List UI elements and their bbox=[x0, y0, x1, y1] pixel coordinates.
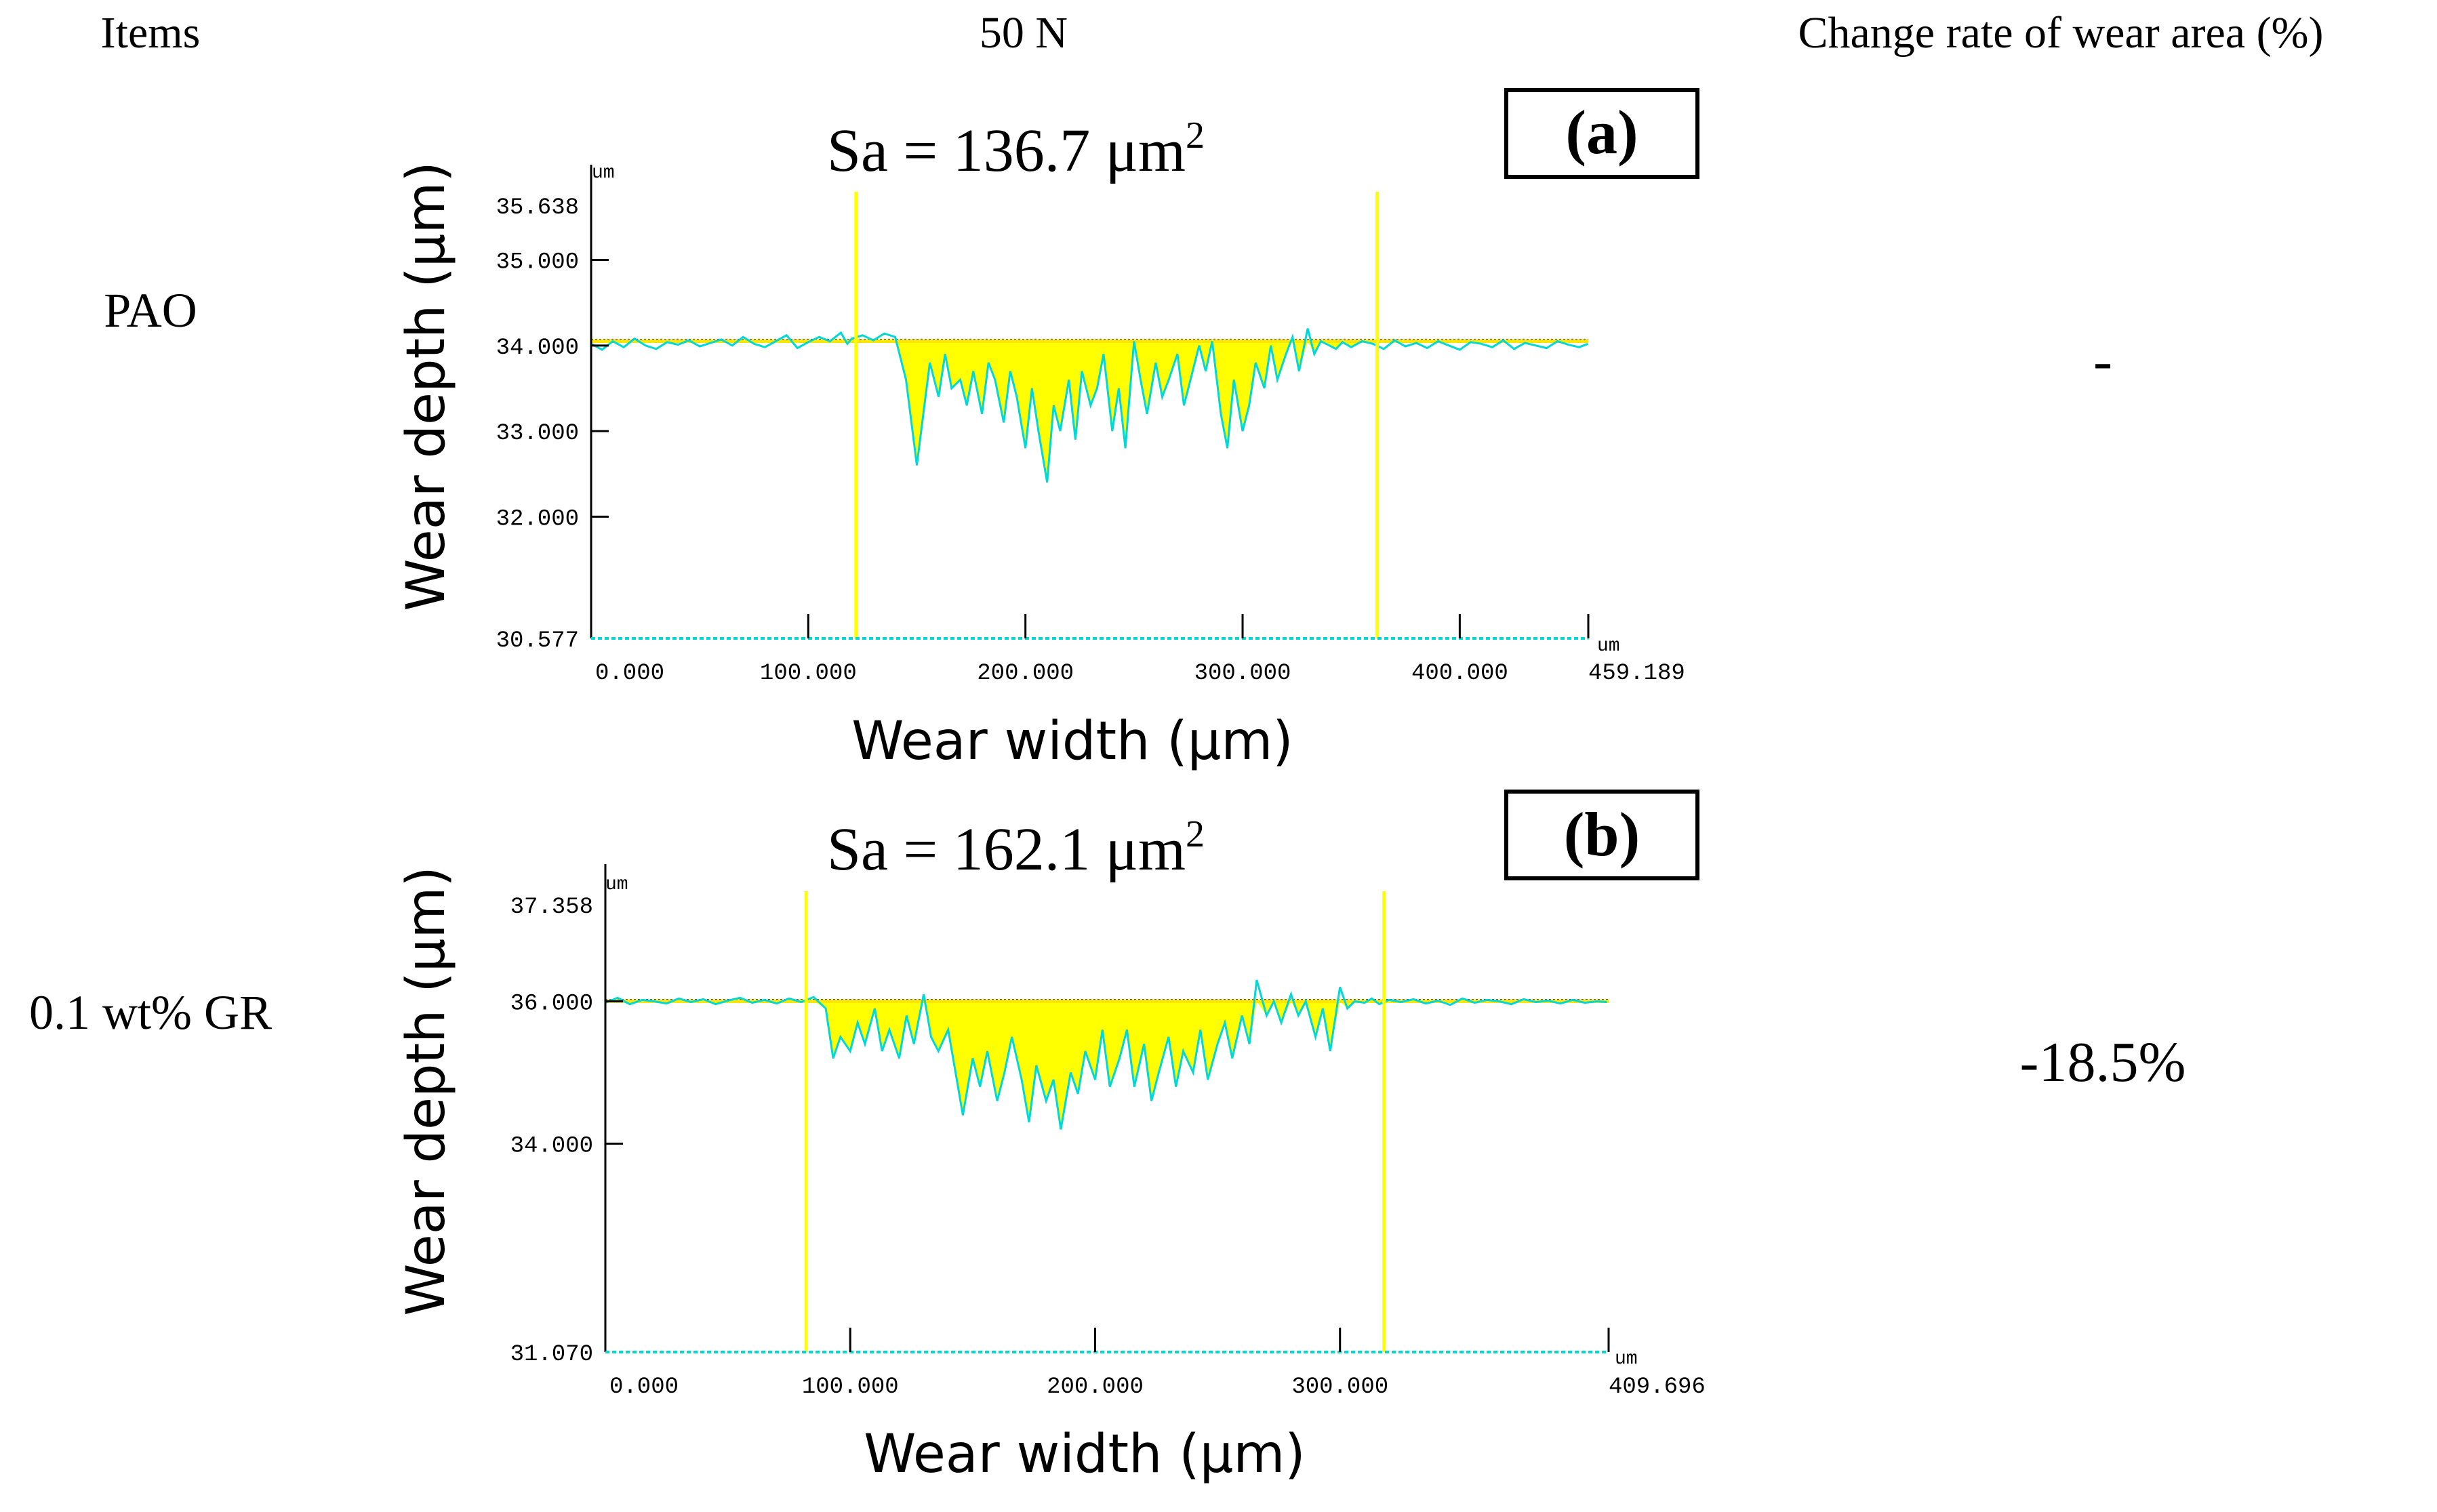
y-tick-label: 31.070 bbox=[510, 1342, 593, 1368]
panel-label-a: (a) bbox=[1565, 98, 1638, 167]
chart-panel-a: Sa = 136.7 μm2 (a) Wear depth (μm) Wear … bbox=[396, 90, 1697, 772]
x-unit-a: um bbox=[1597, 636, 1620, 657]
y-tick-label: 36.000 bbox=[510, 992, 593, 1017]
x-tick-label: 0.000 bbox=[595, 661, 664, 687]
x-axis-title-a: Wear width (μm) bbox=[851, 711, 1293, 772]
y-tick-label: 34.000 bbox=[510, 1133, 593, 1159]
panel-label-b: (b) bbox=[1564, 800, 1640, 869]
header-items: Items bbox=[101, 8, 201, 58]
header-change-rate: Change rate of wear area (%) bbox=[1798, 8, 2323, 58]
y-tick-label: 35.000 bbox=[496, 250, 579, 276]
x-tick-label: 409.696 bbox=[1609, 1374, 1706, 1400]
y-tick-label: 37.358 bbox=[510, 895, 593, 920]
row-label-gr: 0.1 wt% GR bbox=[29, 985, 272, 1040]
y-axis-title-b: Wear depth (μm) bbox=[396, 866, 457, 1316]
y-tick-label: 34.000 bbox=[496, 335, 579, 361]
change-rate-pao: - bbox=[2093, 329, 2112, 392]
x-tick-label: 400.000 bbox=[1411, 661, 1508, 687]
y-axis-title-a: Wear depth (μm) bbox=[396, 161, 457, 611]
y-tick-label: 32.000 bbox=[496, 506, 579, 532]
y-unit-b: um bbox=[605, 874, 628, 895]
x-axis-title-b: Wear width (μm) bbox=[864, 1424, 1305, 1485]
x-tick-label: 200.000 bbox=[977, 661, 1074, 687]
y-tick-label: 33.000 bbox=[496, 421, 579, 447]
sa-annotation-b: Sa = 162.1 μm2 bbox=[827, 813, 1205, 883]
x-unit-b: um bbox=[1615, 1349, 1638, 1370]
x-tick-label: 100.000 bbox=[802, 1374, 899, 1400]
x-tick-label: 0.000 bbox=[609, 1374, 679, 1400]
y-tick-label: 35.638 bbox=[496, 195, 579, 221]
chart-panel-b: Sa = 162.1 μm2 (b) Wear depth (μm) Wear … bbox=[396, 792, 1706, 1485]
row-label-pao: PAO bbox=[104, 283, 197, 338]
x-tick-label: 300.000 bbox=[1291, 1374, 1388, 1400]
sa-annotation-a: Sa = 136.7 μm2 bbox=[827, 115, 1205, 184]
y-tick-label: 30.577 bbox=[496, 628, 579, 654]
y-unit-a: um bbox=[592, 163, 615, 184]
header-load: 50 N bbox=[980, 8, 1068, 58]
x-tick-label: 100.000 bbox=[760, 661, 857, 687]
x-tick-label: 459.189 bbox=[1588, 661, 1685, 687]
x-tick-label: 200.000 bbox=[1047, 1374, 1144, 1400]
change-rate-gr: -18.5% bbox=[2020, 1031, 2186, 1094]
x-tick-label: 300.000 bbox=[1194, 661, 1291, 687]
figure: Items 50 N Change rate of wear area (%) … bbox=[0, 0, 2437, 1512]
